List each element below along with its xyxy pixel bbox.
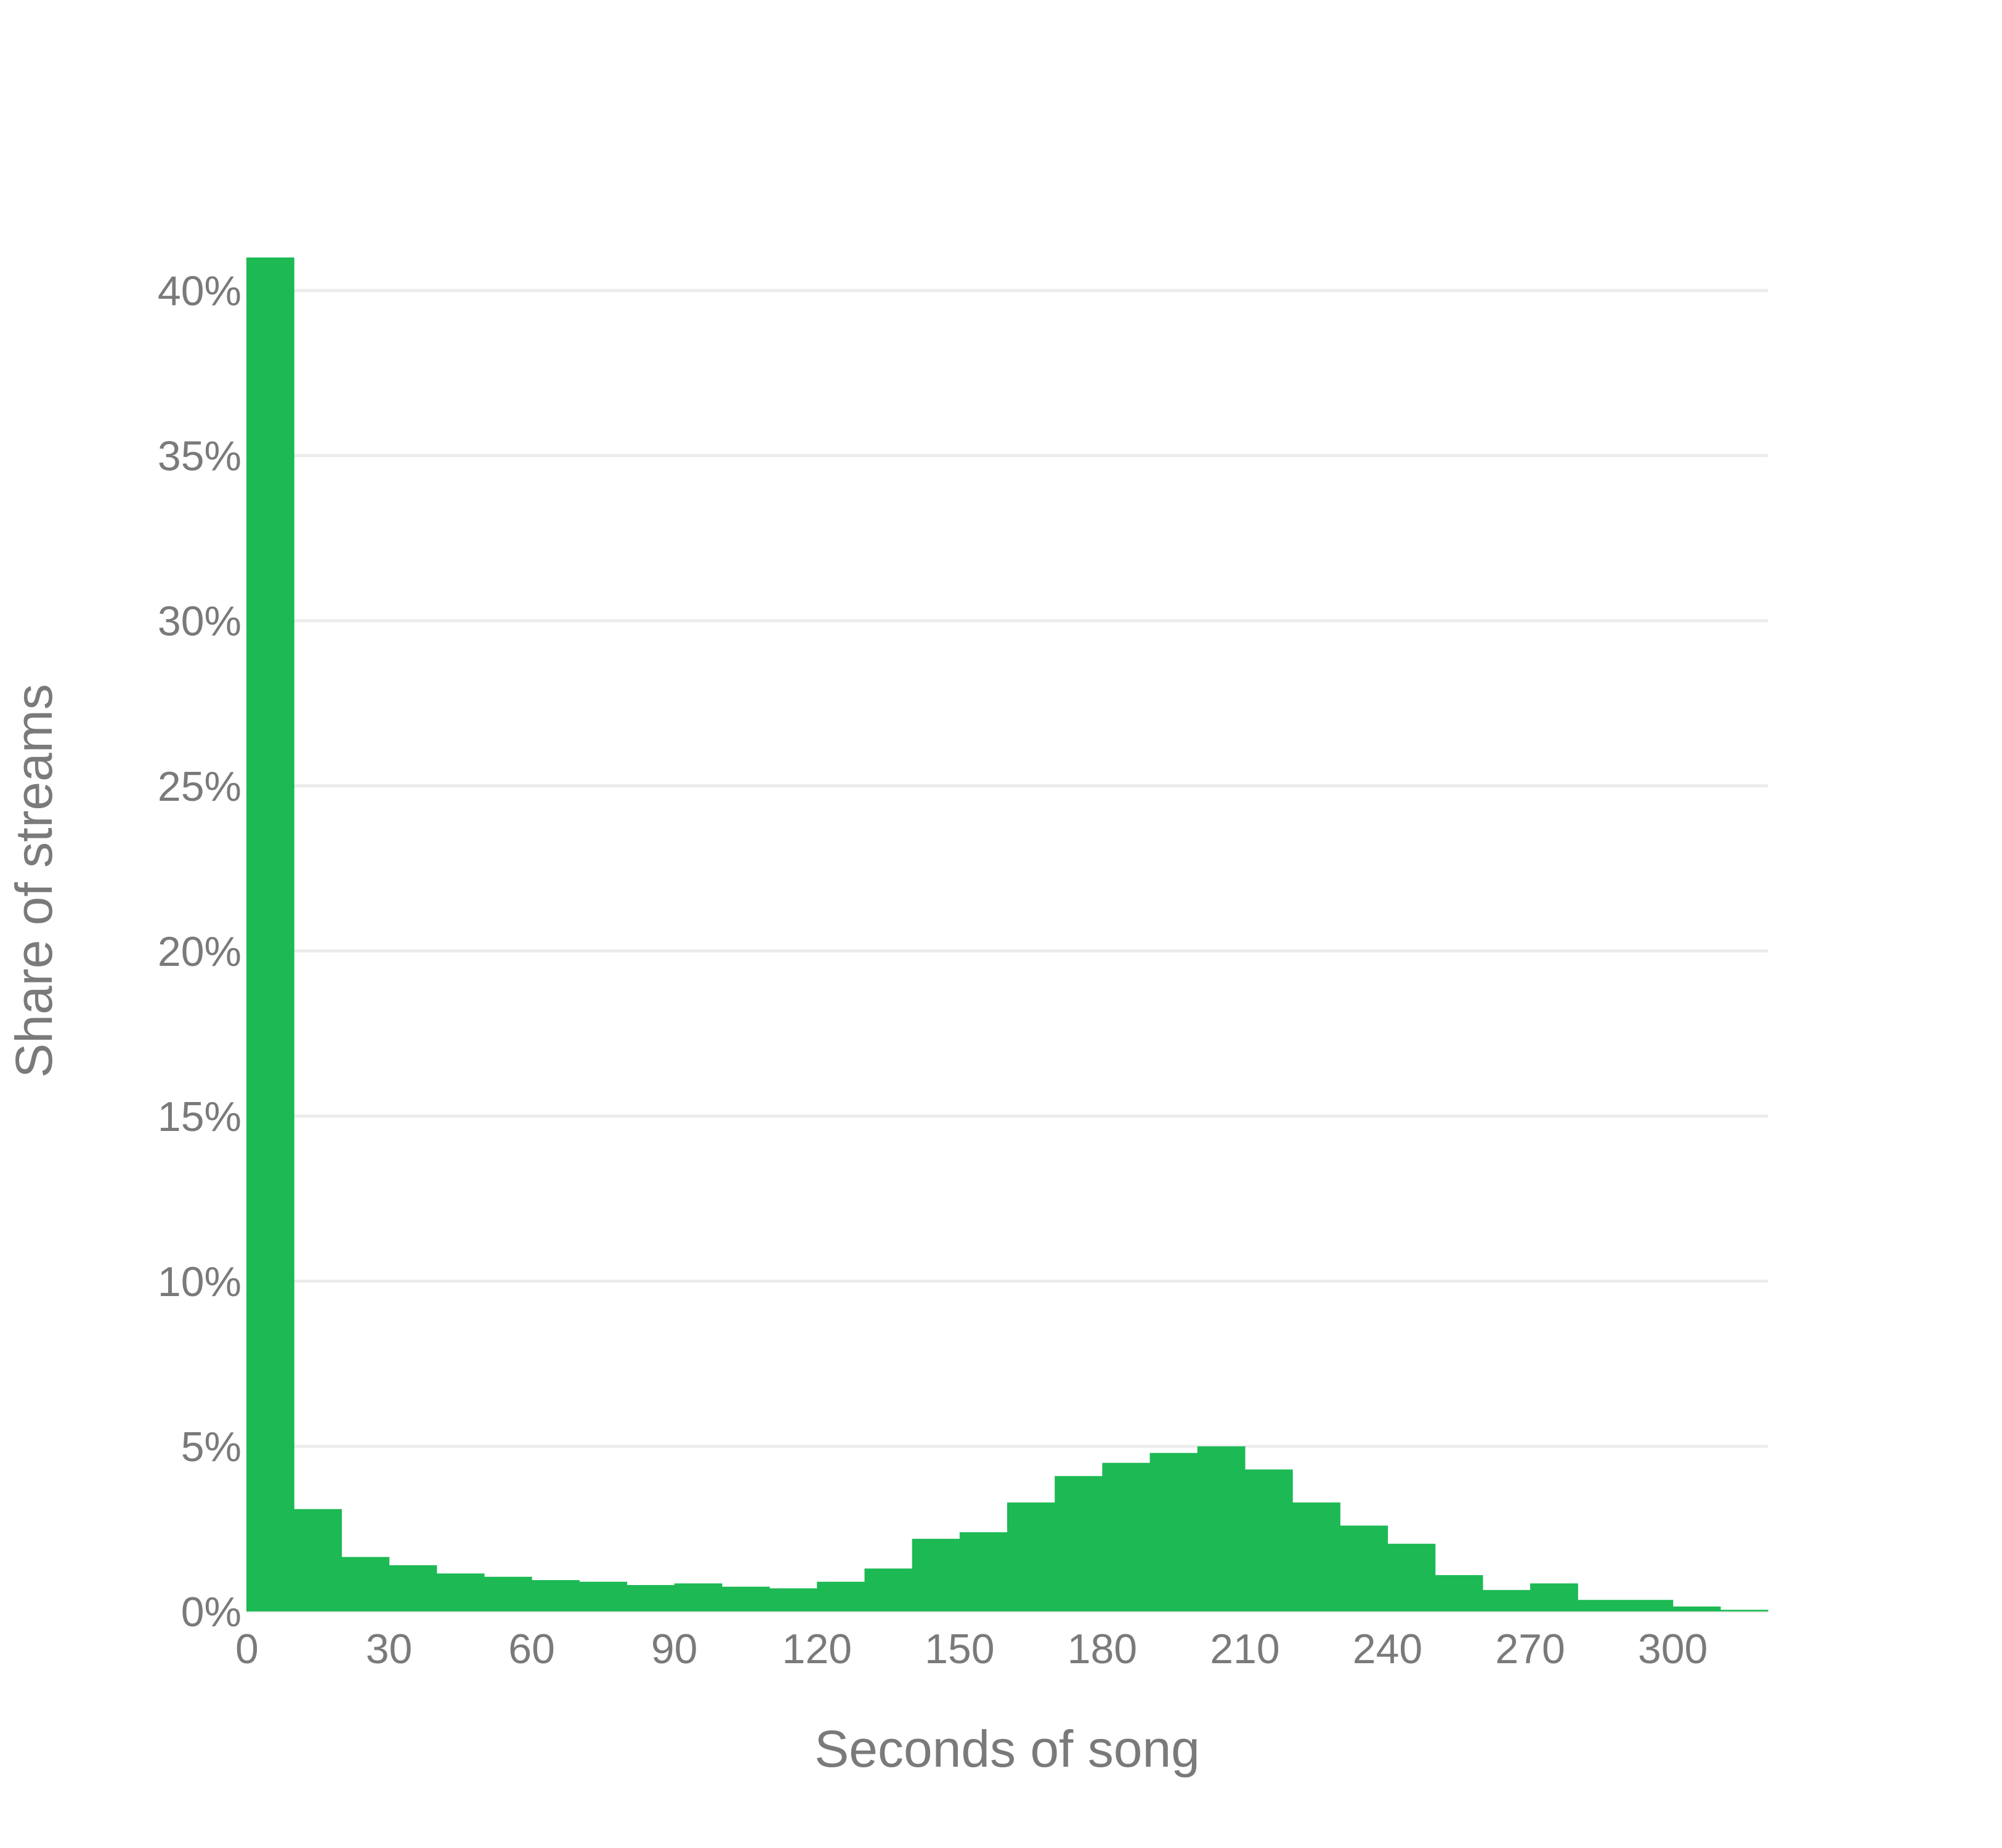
x-tick-label: 240 [1353, 1626, 1422, 1672]
histogram-bar [674, 1583, 723, 1611]
histogram-bar [721, 1586, 770, 1611]
y-tick-label: 30% [158, 598, 241, 645]
histogram-bar [341, 1557, 390, 1611]
histogram-bar [579, 1581, 628, 1611]
histogram-bar [1625, 1600, 1674, 1611]
x-tick-label: 30 [366, 1626, 413, 1672]
bars [246, 257, 1769, 1611]
x-tick-label: 180 [1068, 1626, 1137, 1672]
histogram-bar [1530, 1583, 1578, 1611]
histogram-bar [1482, 1590, 1531, 1611]
y-tick-label: 0% [181, 1589, 241, 1635]
x-tick-label: 210 [1210, 1626, 1279, 1672]
histogram-bar [484, 1576, 532, 1611]
histogram-bar [1578, 1600, 1626, 1611]
x-tick-label: 300 [1638, 1626, 1708, 1672]
y-tick-label: 5% [181, 1424, 241, 1470]
y-tick-label: 20% [158, 928, 241, 975]
histogram-bar [817, 1581, 865, 1611]
histogram-bar [1340, 1525, 1388, 1611]
histogram-bar [1007, 1502, 1055, 1611]
histogram-bar [436, 1573, 485, 1611]
histogram-bar [1102, 1462, 1151, 1611]
histogram-bar [246, 257, 294, 1611]
x-tick-label: 0 [235, 1626, 259, 1672]
gridlines [246, 289, 1768, 1613]
histogram-bar [912, 1539, 960, 1611]
histogram-bar [1197, 1446, 1246, 1611]
x-tick-label: 60 [508, 1626, 555, 1672]
histogram-bar [864, 1568, 913, 1611]
x-tick-label: 90 [651, 1626, 698, 1672]
histogram-bar [769, 1588, 817, 1611]
y-tick-labels: 0% 5% 10% 15% 20% 25% 30% 35% 40% [158, 268, 241, 1635]
y-tick-label: 10% [158, 1258, 241, 1305]
y-tick-label: 40% [158, 268, 241, 315]
histogram-bar [959, 1532, 1008, 1611]
histogram-bar [1055, 1476, 1103, 1611]
histogram-bar [1672, 1606, 1721, 1611]
x-tick-label: 270 [1495, 1626, 1565, 1672]
y-tick-label: 35% [158, 433, 241, 480]
x-axis-title: Seconds of song [814, 1720, 1200, 1778]
y-tick-label: 25% [158, 763, 241, 810]
histogram-bar [1149, 1453, 1198, 1611]
histogram-bar [1244, 1469, 1293, 1611]
histogram-bar [626, 1585, 675, 1611]
histogram-bar [294, 1509, 342, 1611]
x-tick-label: 150 [925, 1626, 994, 1672]
y-axis-title: Share of streams [5, 684, 63, 1078]
histogram-bar [1720, 1610, 1769, 1611]
x-tick-labels: 0 30 60 90 120 150 180 210 240 270 300 [235, 1626, 1708, 1672]
histogram-bar [389, 1565, 437, 1611]
histogram-bar [1292, 1502, 1340, 1611]
x-tick-label: 120 [782, 1626, 852, 1672]
histogram-bar [532, 1580, 580, 1611]
histogram-bar [1435, 1575, 1483, 1611]
y-tick-label: 15% [158, 1093, 241, 1140]
histogram-bar [1387, 1544, 1436, 1611]
